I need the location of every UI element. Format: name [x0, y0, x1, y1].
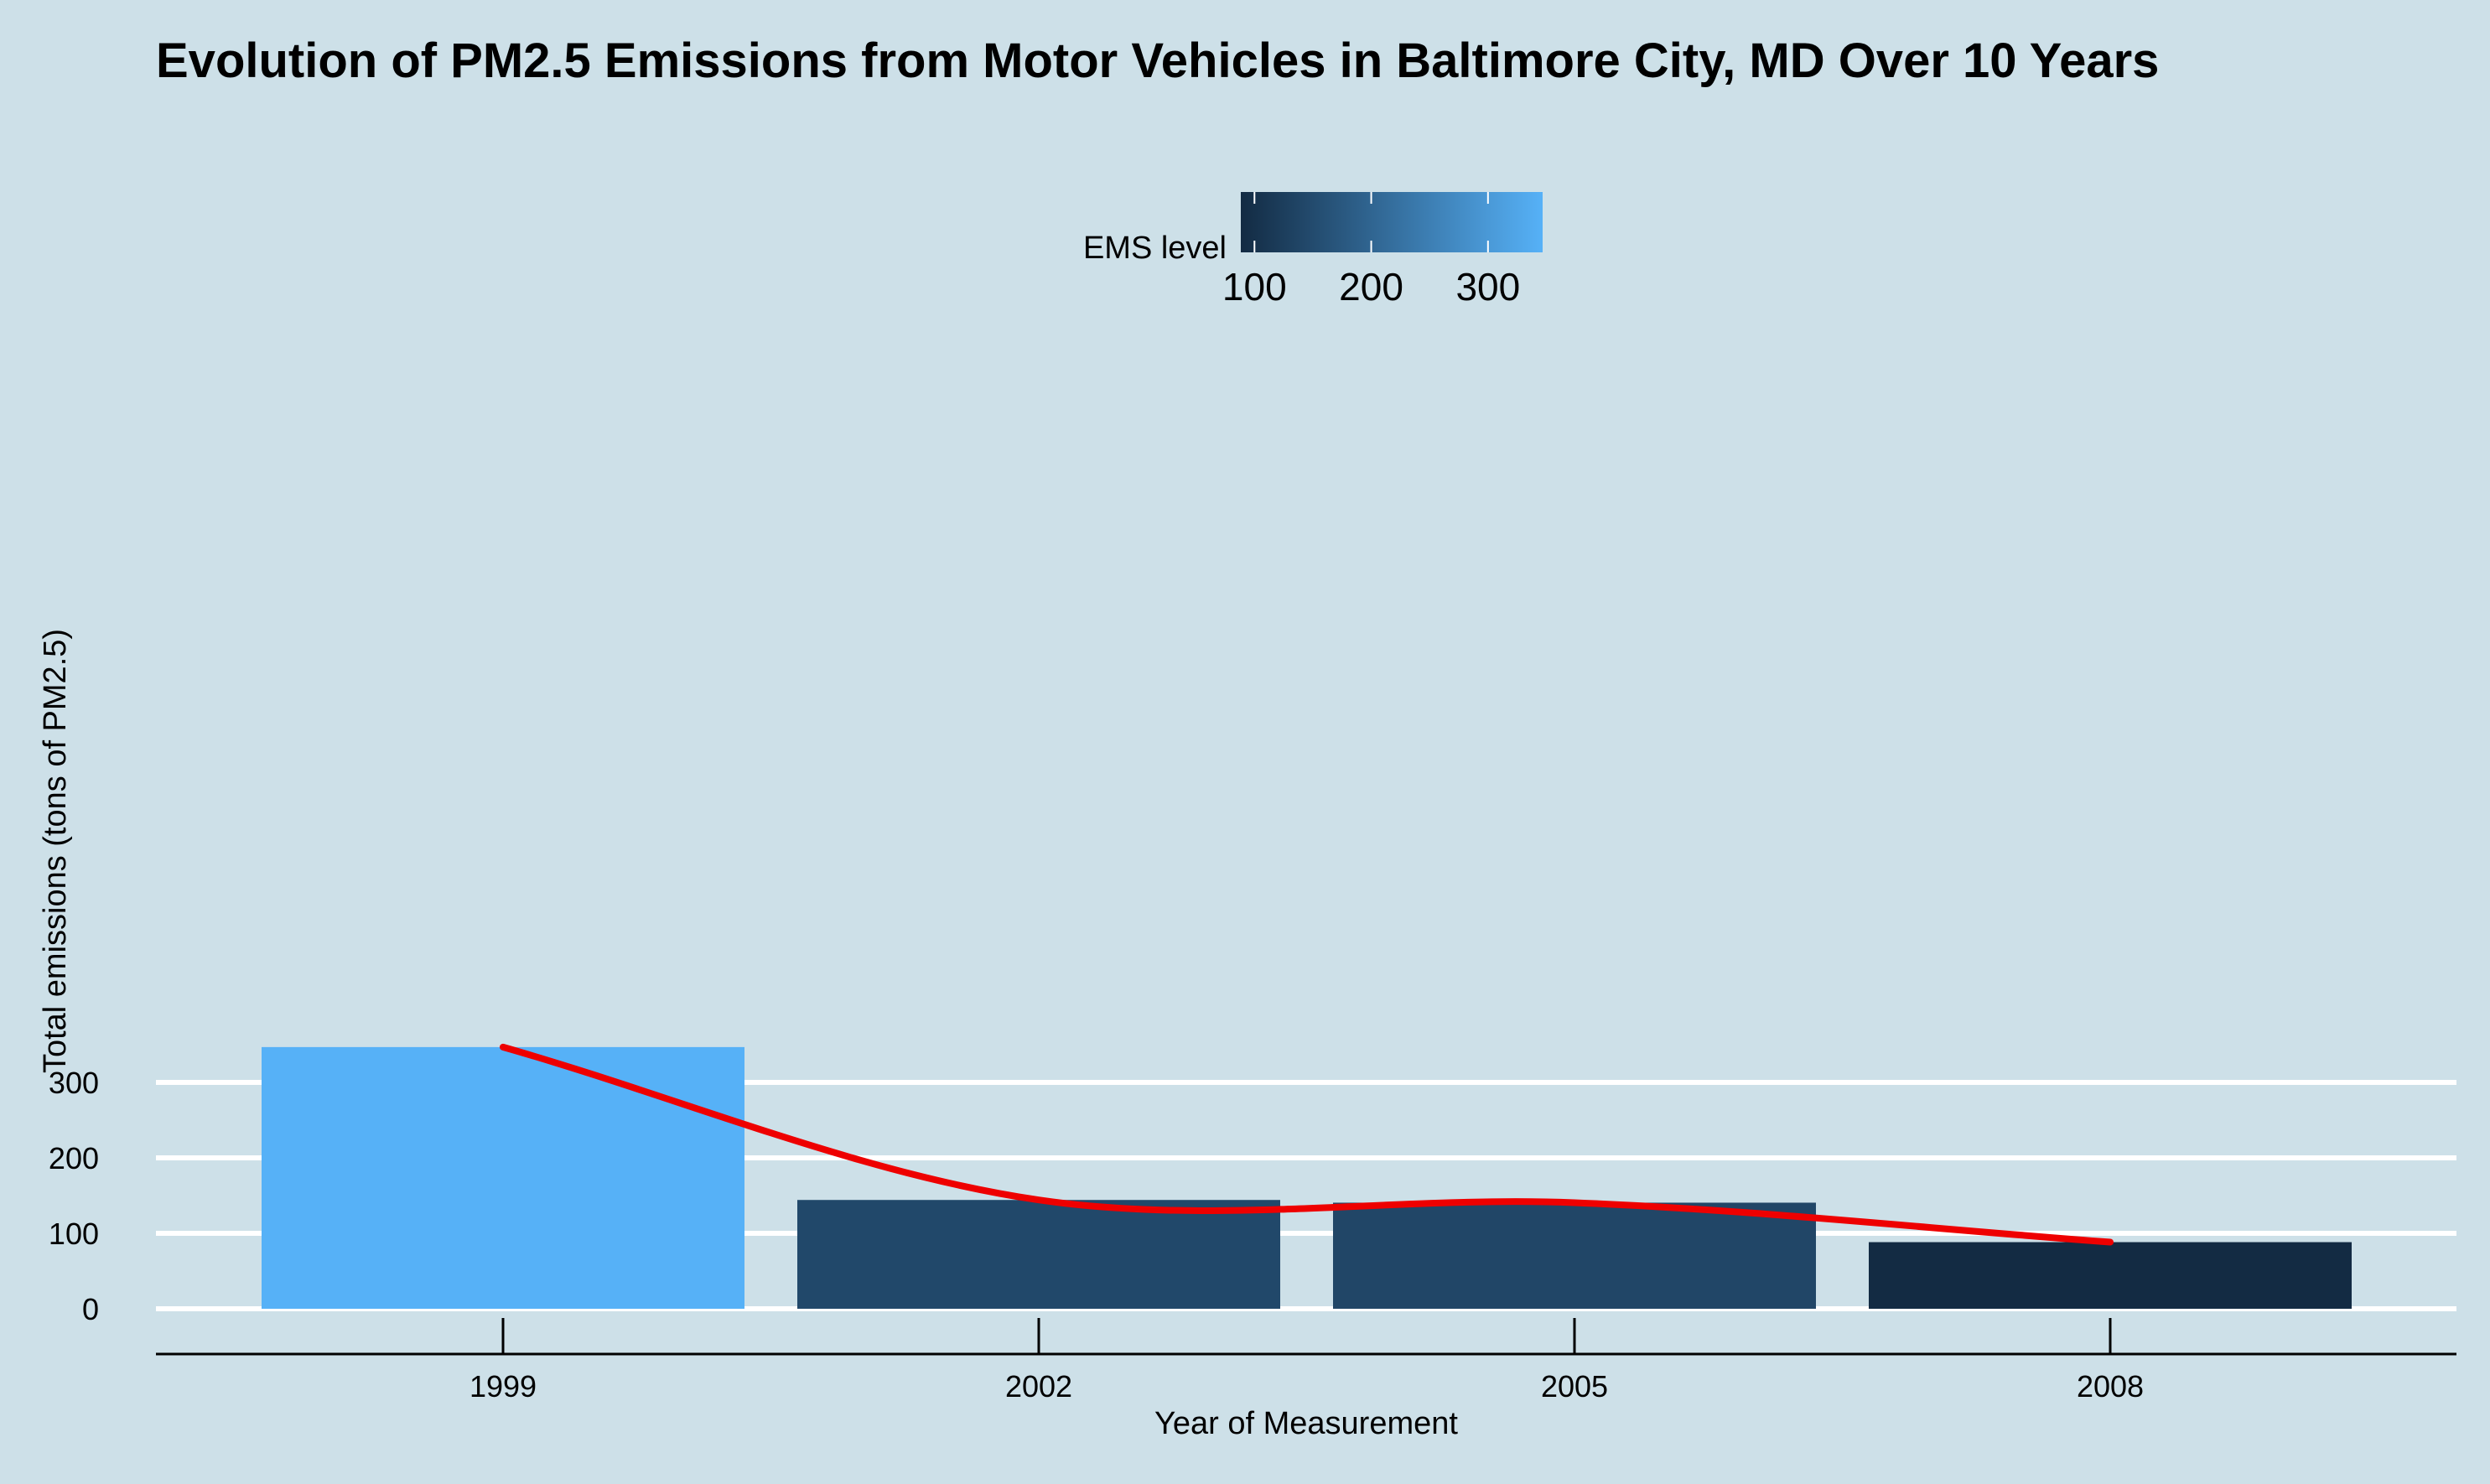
y-tick-label: 300 [49, 1066, 99, 1100]
trend-line-group [500, 1043, 2114, 1246]
x-tick-label: 1999 [469, 1369, 537, 1404]
y-axis-title: Total emissions (tons of PM2.5) [38, 629, 73, 1073]
legend-title: EMS level [1083, 231, 1227, 266]
y-tick-label: 0 [82, 1292, 99, 1326]
chart-title: Evolution of PM2.5 Emissions from Motor … [156, 34, 2159, 88]
x-axis-ticks: 1999 2002 2005 2008 [469, 1318, 2144, 1404]
bar-1999 [262, 1046, 744, 1309]
bar-2002 [797, 1200, 1280, 1309]
y-tick-label: 200 [49, 1141, 99, 1175]
bar-2008 [1869, 1242, 2352, 1309]
legend-ticks: 100 200 300 [1222, 192, 1520, 309]
trend-line [500, 1043, 2114, 1246]
legend: EMS level 100 200 300 [1083, 192, 1543, 309]
x-tick-label: 2008 [2077, 1369, 2144, 1404]
legend-tick-label: 300 [1455, 265, 1520, 309]
bars [262, 1046, 2352, 1309]
legend-tick-label: 200 [1339, 265, 1403, 309]
legend-colorbar [1241, 192, 1543, 252]
x-axis-title: Year of Measurement [1154, 1406, 1458, 1441]
legend-tick-label: 100 [1222, 265, 1287, 309]
bar-2005 [1333, 1202, 1816, 1309]
x-tick-label: 2005 [1541, 1369, 1608, 1404]
y-axis-ticks: 0 100 200 300 [49, 1066, 99, 1326]
y-tick-label: 100 [49, 1217, 99, 1251]
x-tick-label: 2002 [1005, 1369, 1072, 1404]
